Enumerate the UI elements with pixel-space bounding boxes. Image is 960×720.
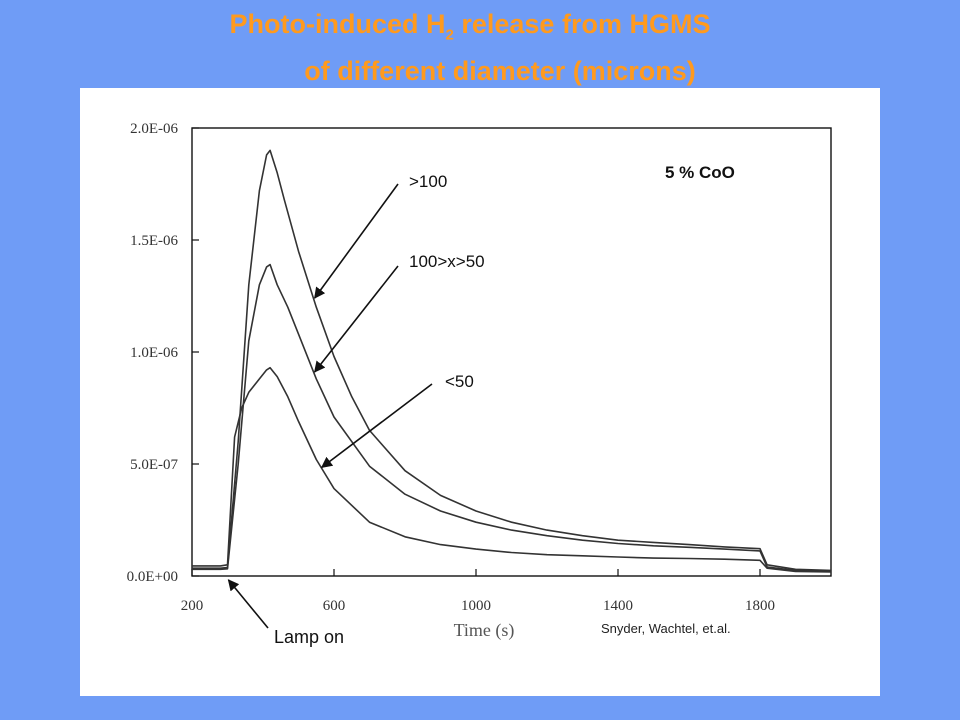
y-tick-label: 1.0E-06	[130, 345, 178, 361]
y-tick-label: 5.0E-07	[130, 457, 178, 473]
condition-label: 5 % CoO	[665, 163, 735, 182]
series-arrow	[320, 383, 433, 469]
y-axis: 0.0E+00 5.0E-07 1.0E-06 1.5E-06 2.0E-06	[127, 121, 199, 585]
y-tick-label: 2.0E-06	[130, 121, 178, 137]
x-tick-label: 1800	[745, 598, 775, 614]
y-tick-label: 1.5E-06	[130, 233, 178, 249]
series-line-1	[192, 149, 832, 572]
series-arrow	[314, 183, 399, 299]
plot-card: 0.0E+00 5.0E-07 1.0E-06 1.5E-06 2.0E-06 200 6…	[80, 88, 880, 696]
title-line-2: of different diameter (microns)	[304, 56, 696, 87]
title-line-1: Photo-induced H2 release from HGMS	[0, 6, 960, 53]
x-axis: 200 600 1000 1400 1800	[181, 569, 775, 614]
plot-frame	[191, 127, 832, 577]
x-tick-label: 600	[323, 598, 346, 614]
annotation-arrows	[227, 183, 433, 629]
title-subscript: 2	[445, 26, 454, 44]
slide-title: Photo-induced H2 release from HGMS of di…	[0, 6, 960, 89]
series-labels: >100 100>x>50 <50	[409, 172, 485, 391]
chart: 0.0E+00 5.0E-07 1.0E-06 1.5E-06 2.0E-06 200 6…	[127, 121, 832, 647]
lamp-on-arrow	[227, 579, 269, 629]
y-tick-label: 0.0E+00	[127, 569, 178, 585]
series-line-3	[192, 366, 832, 573]
series-label: <50	[445, 372, 474, 391]
credit-label: Snyder, Wachtel, et.al.	[601, 621, 731, 636]
plot-border	[191, 127, 832, 577]
x-tick-label: 1400	[603, 598, 633, 614]
series-group	[192, 149, 832, 573]
title-line-1-prefix: Photo-induced H	[229, 9, 446, 39]
series-arrow	[314, 265, 399, 373]
x-tick-label: 200	[181, 598, 204, 614]
lamp-on-label: Lamp on	[274, 627, 344, 647]
x-tick-label: 1000	[461, 598, 491, 614]
series-label: 100>x>50	[409, 252, 485, 271]
x-axis-label: Time (s)	[454, 620, 515, 641]
title-line-1-suffix: release from HGMS	[453, 9, 711, 39]
series-line-2	[192, 263, 832, 573]
series-label: >100	[409, 172, 447, 191]
